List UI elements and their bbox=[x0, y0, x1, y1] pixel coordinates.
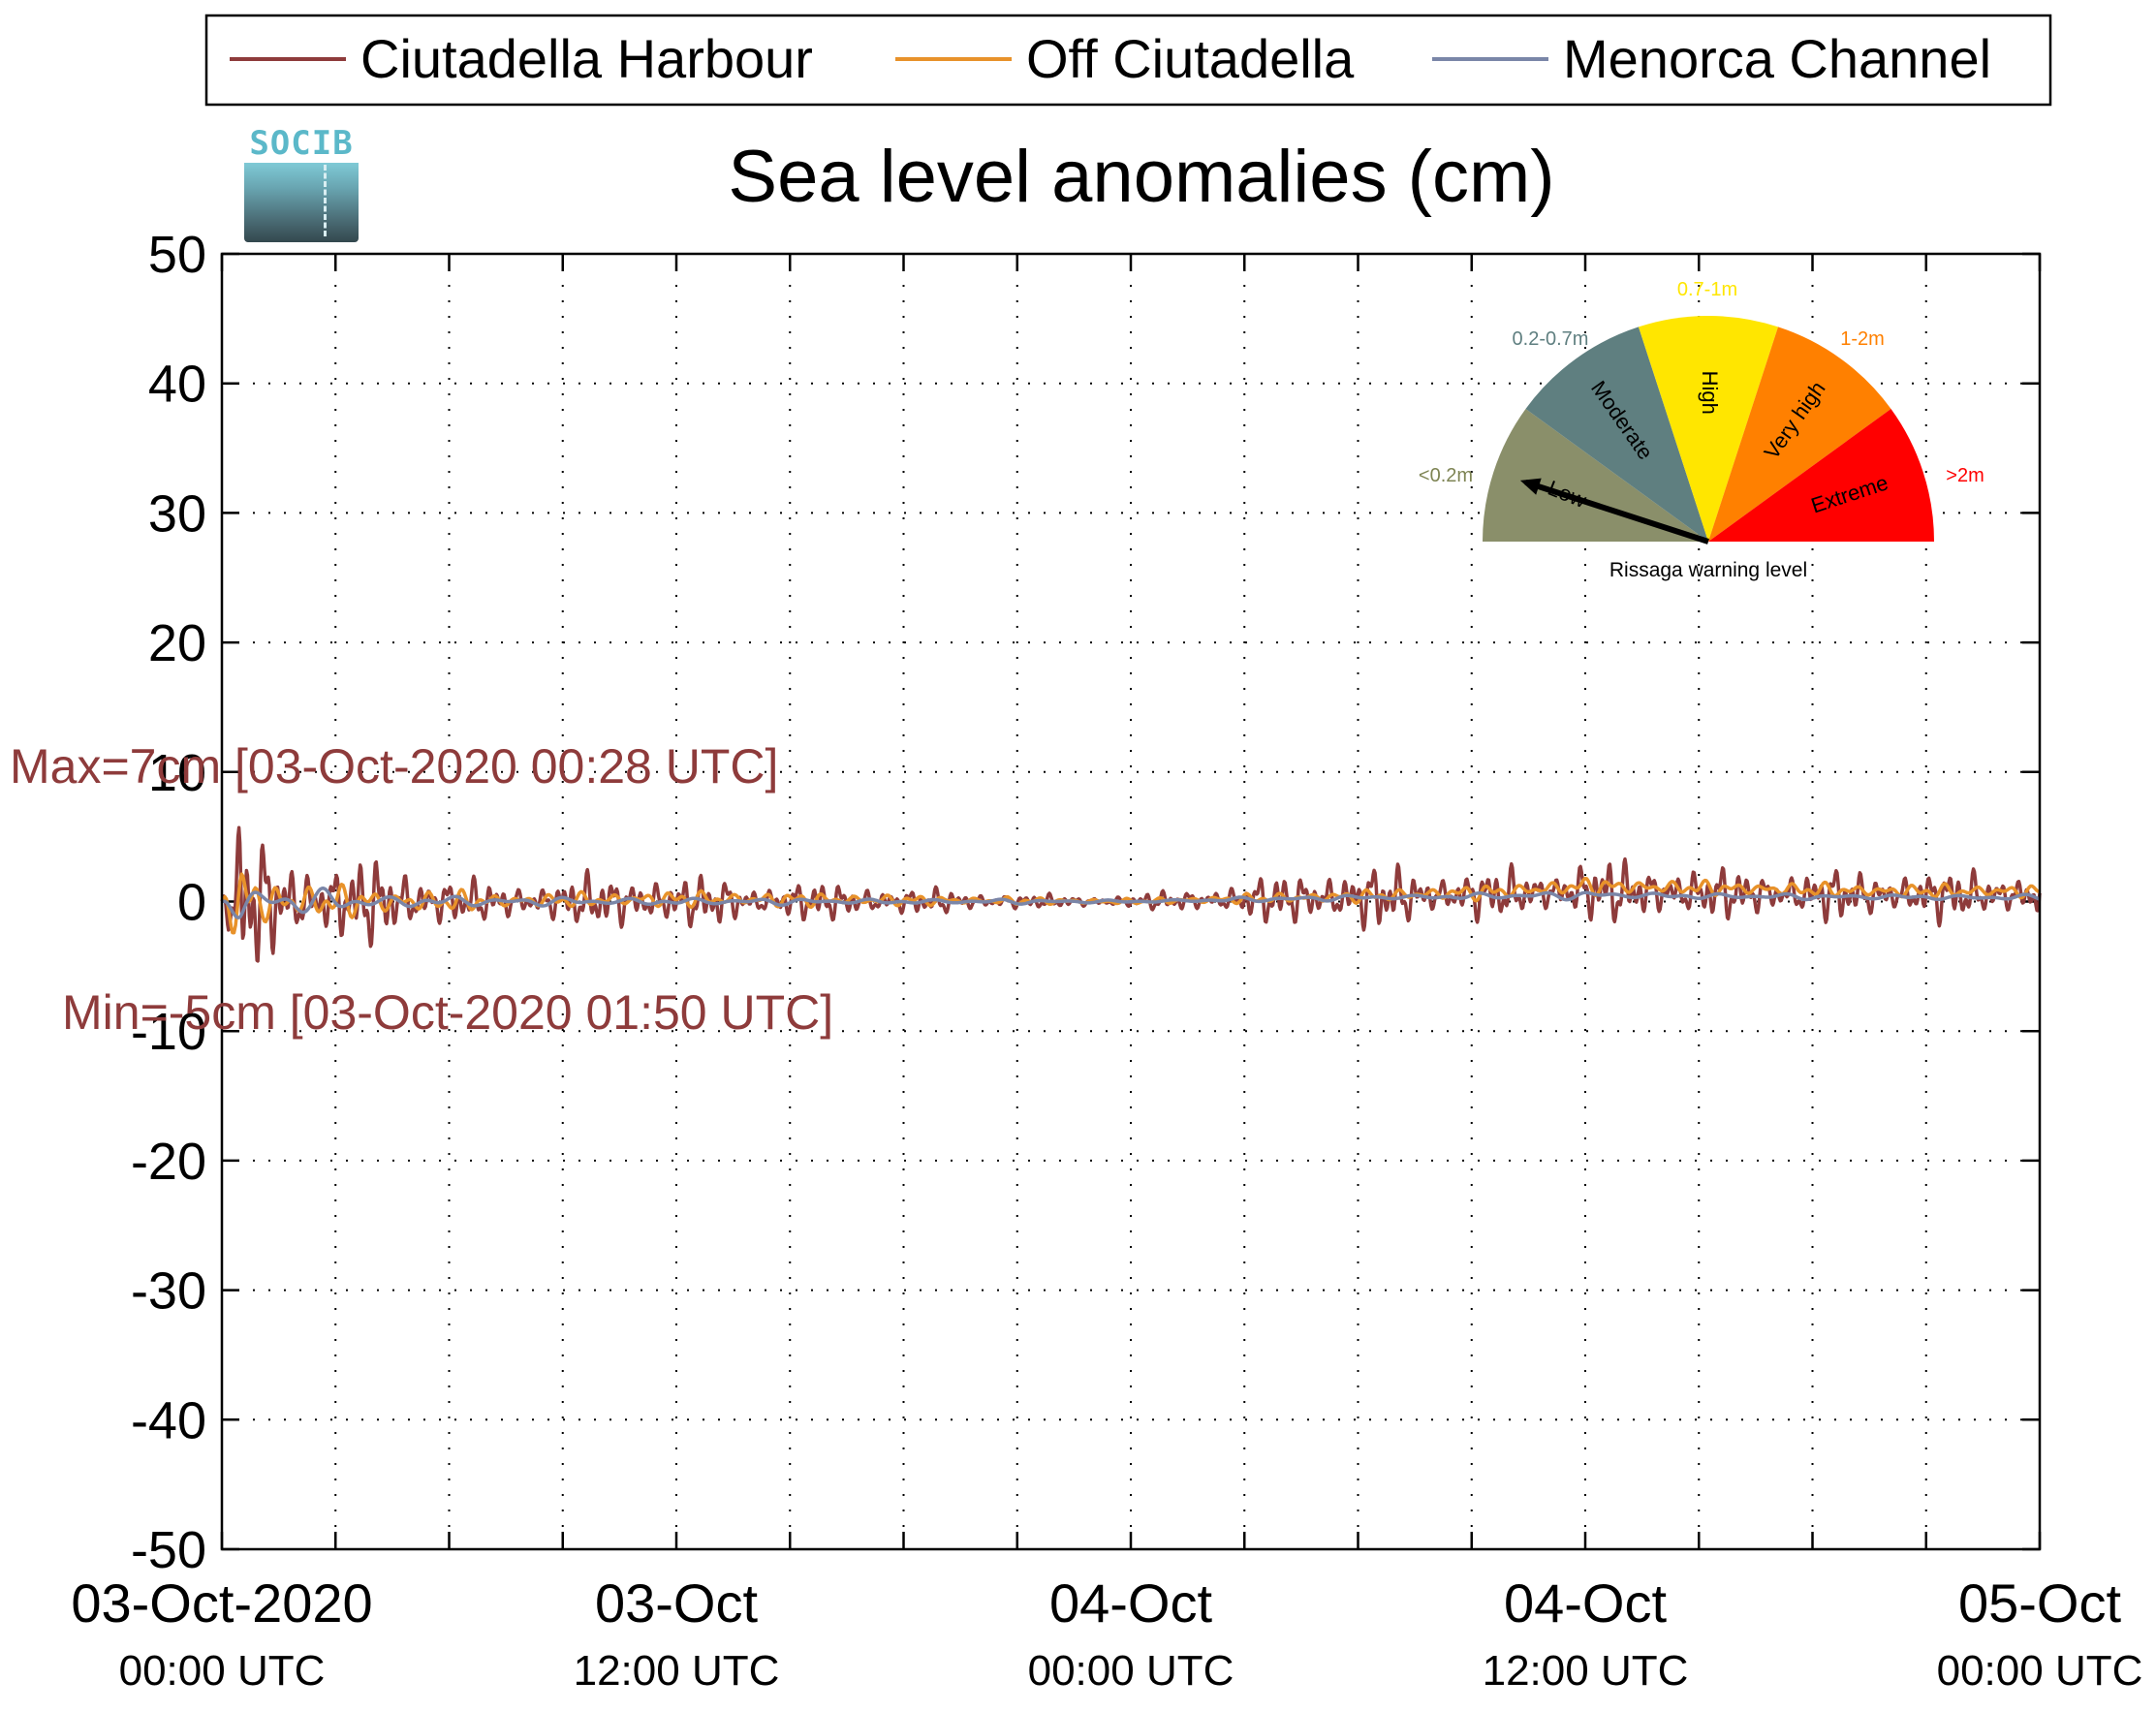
plot-frame bbox=[220, 252, 2042, 1551]
gauge-range-label: 0.2-0.7m bbox=[1513, 328, 1589, 350]
y-axis: 50 40 30 20 10 0 -10 -20 -30 -40 -50 bbox=[131, 226, 2040, 1579]
x-tick-label-date: 03-Oct-2020 bbox=[71, 1572, 372, 1634]
gauge-segment-extreme bbox=[1708, 409, 1934, 542]
x-tick-label-time: 00:00 UTC bbox=[119, 1647, 326, 1695]
gauge-segment-very-high bbox=[1708, 327, 1891, 542]
y-tick-label: 10 bbox=[148, 744, 206, 802]
y-tick-label: 0 bbox=[177, 874, 206, 932]
y-tick-label: -40 bbox=[131, 1391, 206, 1449]
gauge-segment-moderate bbox=[1525, 327, 1708, 542]
gauge-needle-head bbox=[1519, 478, 1542, 495]
gauge-segment-high bbox=[1639, 315, 1778, 542]
x-tick-label-time: 00:00 UTC bbox=[1028, 1647, 1234, 1695]
x-tick-label-date: 05-Oct bbox=[1958, 1572, 2121, 1634]
x-tick-label-date: 04-Oct bbox=[1504, 1572, 1667, 1634]
legend-box bbox=[204, 14, 2052, 107]
min-annotation: Min=-5cm [03-Oct-2020 01:50 UTC] bbox=[62, 985, 833, 1040]
logo-text: SOCIB bbox=[249, 124, 354, 163]
y-tick-label: 40 bbox=[148, 356, 206, 414]
gauge-range-label: <0.2m bbox=[1419, 465, 1473, 486]
x-tick-label-date: 03-Oct bbox=[595, 1572, 758, 1634]
logo-wave-graphic bbox=[244, 163, 359, 242]
y-tick-label: 50 bbox=[148, 226, 206, 284]
x-tick-label-date: 04-Oct bbox=[1049, 1572, 1212, 1634]
max-annotation: Max=7cm [03-Oct-2020 00:28 UTC] bbox=[10, 739, 778, 794]
gauge-range-label: >2m bbox=[1946, 465, 1984, 486]
series-line-menorca-channel bbox=[221, 887, 2041, 919]
chart-title: Sea level anomalies (cm) bbox=[728, 136, 1554, 218]
y-tick-label: 30 bbox=[148, 484, 206, 543]
y-tick-label: 20 bbox=[148, 614, 206, 672]
gauge-label-high: High bbox=[1698, 371, 1722, 415]
x-axis: 03-Oct-2020 00:00 UTC 03-Oct 12:00 UTC 04-Oc… bbox=[71, 254, 2142, 1695]
socib-logo: SOCIB bbox=[244, 126, 359, 242]
y-tick-label: -30 bbox=[131, 1262, 206, 1321]
y-tick-label: -10 bbox=[131, 1003, 206, 1061]
logo-dashed-line bbox=[324, 165, 327, 236]
gauge-range-label: 0.7-1m bbox=[1677, 279, 1737, 300]
x-tick-label-time: 12:00 UTC bbox=[574, 1647, 780, 1695]
legend: Ciutadella Harbour Off Ciutadella Menorc… bbox=[204, 14, 2052, 107]
gauge-segment-low bbox=[1483, 409, 1708, 542]
gauge-caption: Rissaga warning level bbox=[1609, 559, 1807, 581]
legend-label-off-ciutadella: Off Ciutadella bbox=[1026, 28, 1355, 89]
legend-label-menorca-channel: Menorca Channel bbox=[1563, 28, 1991, 89]
x-tick-label-time: 00:00 UTC bbox=[1937, 1647, 2143, 1695]
gauge-range-label: 1-2m bbox=[1840, 328, 1885, 350]
series-layer bbox=[220, 825, 2042, 963]
x-tick-label-time: 12:00 UTC bbox=[1483, 1647, 1689, 1695]
legend-label-ciutadella-harbour: Ciutadella Harbour bbox=[360, 28, 813, 89]
gauge-needle bbox=[1524, 479, 1709, 545]
y-tick-label: -20 bbox=[131, 1133, 206, 1191]
y-tick-label: -50 bbox=[131, 1521, 206, 1579]
